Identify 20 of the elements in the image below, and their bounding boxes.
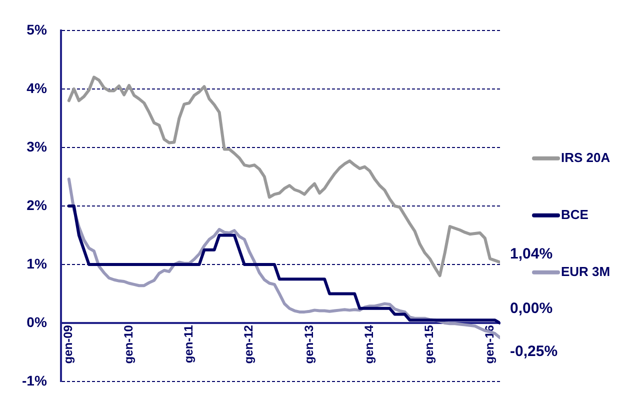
y-tick-label: 5% xyxy=(26,21,48,38)
legend-label: IRS 20A xyxy=(561,150,611,165)
x-tick-label: gen-11 xyxy=(182,324,196,364)
text: 0,00% xyxy=(510,300,553,318)
x-tick-label: gen-12 xyxy=(242,324,256,364)
y-tick-label: 3% xyxy=(26,138,48,154)
legend-label: BCE xyxy=(561,206,589,222)
text: 1,04% xyxy=(510,245,553,262)
y-tick-label: 4% xyxy=(26,80,48,96)
x-tick-label: gen-09 xyxy=(61,324,76,364)
text: -0,25% xyxy=(510,342,558,360)
y-tick-label: 0% xyxy=(26,314,48,330)
x-tick-label: gen-14 xyxy=(362,324,376,364)
x-tick-label: gen-10 xyxy=(121,324,136,364)
x-tick-label: gen-15 xyxy=(422,324,436,364)
legend-label: EUR 3M xyxy=(561,264,610,279)
y-tick-label: -1% xyxy=(22,372,48,388)
y-tick-label: 1% xyxy=(26,255,48,272)
y-tick-label: 2% xyxy=(26,196,48,213)
x-tick-label: gen-13 xyxy=(302,324,316,364)
